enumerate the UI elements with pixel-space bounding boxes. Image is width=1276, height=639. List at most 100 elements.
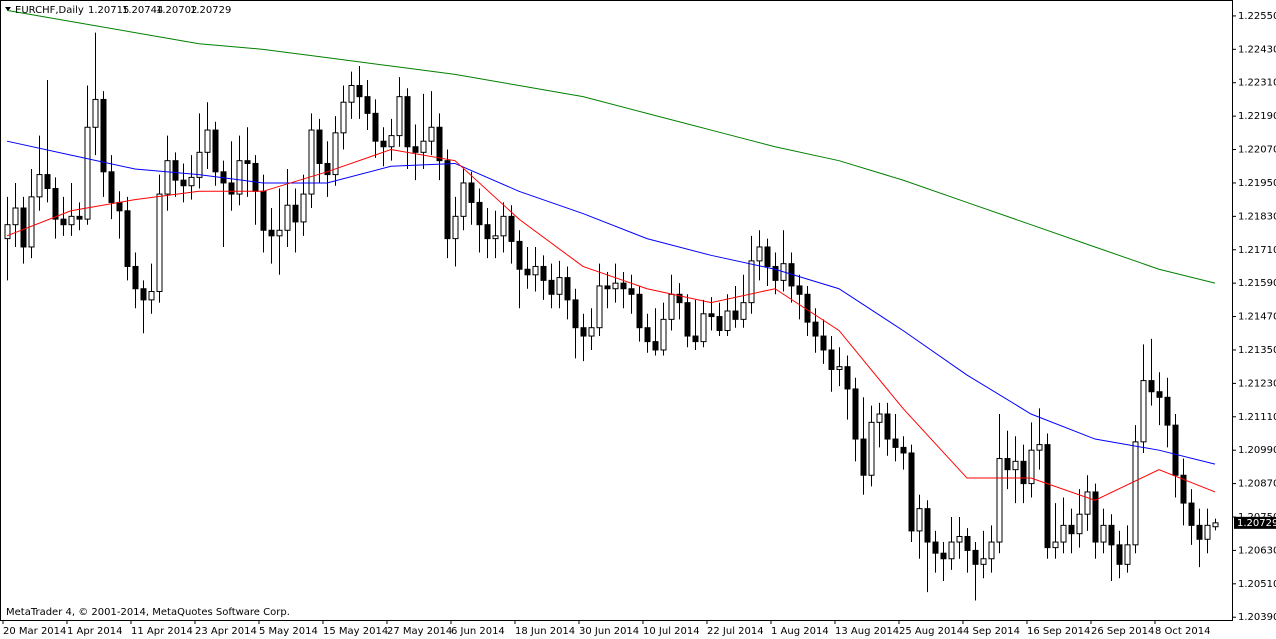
candle — [524, 246, 531, 289]
candle-body — [172, 160, 179, 181]
candle-body — [1164, 396, 1171, 426]
candle-body — [1044, 444, 1051, 549]
candle-body — [708, 313, 715, 318]
candle-body — [44, 174, 51, 190]
candle — [620, 272, 627, 309]
candle-body — [324, 162, 331, 176]
candle — [308, 113, 315, 208]
candle — [292, 188, 299, 253]
candle — [396, 77, 403, 147]
x-tick-label: 27 May 2014 — [387, 626, 452, 637]
candle — [428, 91, 435, 156]
candle-body — [548, 279, 555, 295]
candle-body — [812, 321, 819, 337]
candle — [556, 260, 563, 309]
candle-body — [1060, 524, 1067, 543]
candle — [404, 88, 411, 170]
y-tick-label: 1.21950 — [1238, 178, 1276, 189]
x-tick-label: 18 Jun 2014 — [515, 626, 575, 637]
candle — [132, 252, 139, 309]
candle — [684, 294, 691, 348]
candle — [276, 188, 283, 275]
candle — [452, 196, 459, 267]
candle-body — [668, 293, 675, 320]
candle — [844, 355, 851, 420]
candle-body — [1052, 541, 1059, 549]
candle-body — [916, 508, 923, 532]
candle — [300, 174, 307, 236]
header-low: 1.20702 — [156, 5, 197, 16]
candle-body — [644, 327, 651, 343]
y-tick-label: 1.21350 — [1238, 345, 1276, 356]
candle-body — [76, 215, 83, 220]
candle-body — [500, 215, 507, 237]
x-tick-label: 8 Oct 2014 — [1155, 626, 1210, 637]
candle-body — [1028, 449, 1035, 485]
candle-body — [204, 129, 211, 153]
x-tick-label: 11 Apr 2014 — [131, 626, 193, 637]
candle-body — [1116, 544, 1123, 565]
candle — [1052, 503, 1059, 559]
candle-body — [132, 265, 139, 290]
candle-body — [1100, 524, 1107, 543]
candle-body — [460, 182, 467, 217]
candle — [492, 210, 499, 259]
candle — [244, 127, 251, 197]
candle — [364, 79, 371, 131]
moving-average — [6, 149, 1216, 501]
candle — [644, 313, 651, 353]
candle-body — [628, 288, 635, 295]
candle — [932, 530, 939, 573]
candle-body — [92, 98, 99, 128]
candle-body — [996, 458, 1003, 543]
candle — [884, 402, 891, 456]
candle — [1204, 508, 1211, 554]
candle-body — [972, 549, 979, 565]
candle — [340, 85, 347, 150]
candle — [356, 66, 363, 119]
candle — [332, 116, 339, 186]
candle — [460, 169, 467, 231]
candle-body — [764, 246, 771, 267]
candle — [1092, 483, 1099, 559]
candle — [852, 377, 859, 462]
candle-body — [524, 268, 531, 276]
candle — [828, 336, 835, 392]
candle — [660, 302, 667, 356]
candle-body — [1004, 458, 1011, 471]
candle-body — [308, 129, 315, 195]
candle-body — [652, 341, 659, 351]
candle — [716, 302, 723, 337]
y-tick-label: 1.22550 — [1238, 11, 1276, 22]
x-tick-label: 6 Jun 2014 — [451, 626, 505, 637]
candle-body — [428, 126, 435, 142]
x-tick-label: 1 Aug 2014 — [771, 626, 829, 637]
candle-body — [572, 299, 579, 329]
header-high: 1.20744 — [122, 5, 163, 16]
candle — [588, 308, 595, 350]
candle-body — [492, 235, 499, 240]
candle — [28, 169, 35, 259]
candle-body — [244, 160, 251, 164]
candle-body — [900, 446, 907, 454]
candle-body — [236, 160, 243, 195]
candle-body — [948, 541, 955, 560]
candle — [1060, 497, 1067, 554]
candle-body — [660, 318, 667, 351]
candle — [796, 274, 803, 320]
candle-body — [532, 265, 539, 276]
candle-body — [268, 229, 275, 237]
x-tick-label: 5 May 2014 — [259, 626, 318, 637]
candle-body — [468, 182, 475, 203]
candle — [156, 174, 163, 303]
candle — [996, 414, 1003, 554]
x-tick-label: 15 May 2014 — [323, 626, 388, 637]
candle — [516, 230, 523, 309]
current-price: 1.20729 — [1237, 518, 1276, 529]
candle — [92, 32, 99, 156]
candle-body — [1092, 491, 1099, 543]
candle — [612, 263, 619, 303]
candle — [540, 255, 547, 300]
candle-body — [924, 508, 931, 543]
